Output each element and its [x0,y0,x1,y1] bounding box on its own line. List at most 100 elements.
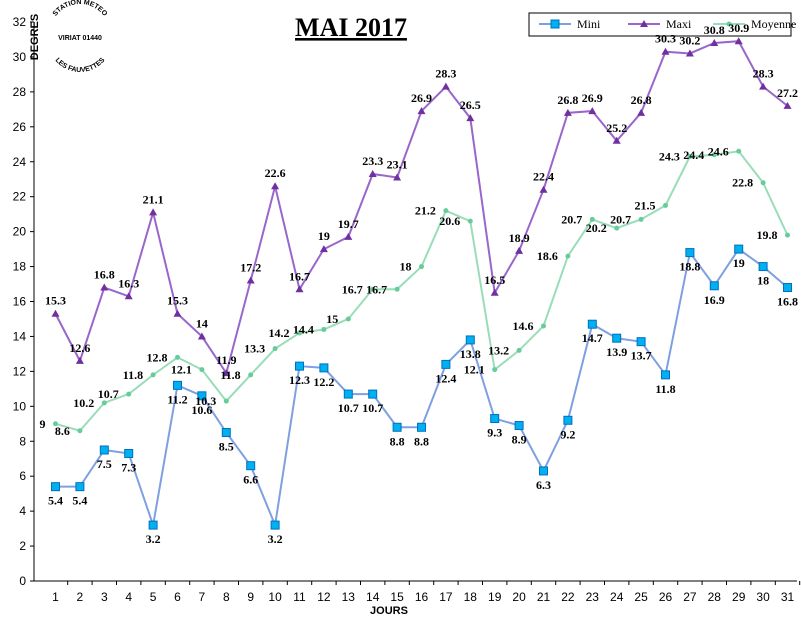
x-tick-label: 30 [756,590,770,604]
mini-point [75,482,85,492]
x-tick-label: 8 [223,590,230,604]
moyenne-data-label: 12.1 [464,363,485,377]
x-tick-label: 10 [268,590,282,604]
moyenne-data-label: 16.7 [342,282,363,296]
y-tick-label: 26 [13,120,27,134]
moyenne-point [614,225,620,231]
maxi-point [393,173,402,181]
moyenne-point [126,391,132,397]
moyenne-data-label: 9 [40,417,46,431]
y-tick-label: 14 [13,329,27,343]
x-tick-label: 21 [537,590,551,604]
mini-data-label: 14.7 [582,331,603,345]
moyenne-point [223,398,229,404]
x-tick-label: 24 [610,590,624,604]
logo-bottom-text: LES FAUVETTES [54,57,107,75]
moyenne-data-label: 10.7 [98,387,119,401]
mini-point [465,335,475,345]
maxi-data-label: 26.9 [582,91,603,105]
maxi-data-label: 23.1 [387,157,408,171]
moyenne-point [150,372,156,378]
maxi-point [783,101,792,109]
moyenne-point [736,148,742,154]
mini-data-label: 8.8 [414,434,429,448]
x-tick-label: 14 [366,590,380,604]
moyenne-data-label: 18.6 [537,249,558,263]
maxi-data-label: 16.5 [484,273,505,287]
logo-middle-text: VIRIAT 01440 [58,35,102,42]
mini-data-label: 13.7 [631,349,652,363]
moyenne-data-label: 8.6 [55,424,70,438]
maxi-data-label: 28.3 [435,67,456,81]
mini-point [343,389,353,399]
maxi-data-label: 30.8 [704,23,725,37]
mini-data-label: 8.5 [219,440,234,454]
maxi-point [466,114,475,122]
y-axis-title: DEGRES [29,14,41,60]
x-tick-label: 19 [488,590,502,604]
x-tick-label: 22 [561,590,575,604]
moyenne-data-label: 14.6 [513,319,534,333]
moyenne-point [492,367,498,373]
mini-data-label: 16.8 [777,295,798,309]
maxi-data-label: 26.5 [460,98,481,112]
mini-point [124,448,134,458]
moyenne-data-label: 10.2 [73,396,94,410]
maxi-point [759,82,768,90]
moyenne-line [55,150,789,432]
maxi-point [637,108,646,116]
moyenne-data-label: 18 [400,260,412,274]
mini-data-label: 6.3 [536,478,551,492]
maxi-data-label: 16.7 [289,269,310,283]
maxi-data-label: 19 [318,229,330,243]
maxi-point [246,276,255,284]
moyenne-data-label: 16.7 [366,282,387,296]
mini-data-label: 7.5 [97,457,112,471]
moyenne-point [419,264,424,270]
mini-data-label: 5.4 [72,494,87,508]
maxi-data-label: 26.8 [631,93,652,107]
mini-data-label: 13.9 [606,345,627,359]
moyenne-point [77,428,83,434]
moyenne-data-label: 11.8 [220,368,240,382]
mini-data-label: 3.2 [146,532,161,546]
station-logo: STATION METEO VIRIAT 01440 LES FAUVETTES [52,0,109,75]
maxi-point [295,285,304,293]
maxi-point [222,369,231,377]
mini-line [55,247,789,529]
mini-point [661,370,670,380]
mini-data-label: 9.2 [560,427,575,441]
x-tick-label: 7 [199,590,206,604]
moyenne-point [345,316,351,322]
maxi-data-label: 25.2 [606,121,627,135]
maxi-point [271,182,280,190]
moyenne-point [726,21,732,27]
mini-point [514,421,524,431]
maxi-data-label: 15.3 [45,294,66,308]
moyenne-data-label: 12.1 [171,363,192,377]
moyenne-point [101,400,107,406]
y-tick-label: 2 [19,539,26,553]
mini-point [173,380,182,390]
mini-data-label: 6.6 [243,473,258,487]
x-tick-label: 16 [415,590,429,604]
maxi-data-label: 28.3 [753,67,774,81]
mini-data-label: 11.2 [167,392,187,406]
maxi-point [441,82,450,90]
maxi-point [734,37,743,45]
mini-point [197,391,207,401]
mini-data-label: 9.3 [487,426,502,440]
x-tick-label: 6 [174,590,181,604]
maxi-point [588,107,597,115]
mini-point [563,415,573,425]
maxi-data-label: 19.7 [338,217,359,231]
maxi-point [539,185,548,193]
mini-point [392,422,402,432]
x-tick-label: 23 [586,590,600,604]
x-tick-label: 18 [464,590,478,604]
moyenne-data-label: 12.8 [147,350,168,364]
x-tick-label: 15 [390,590,404,604]
y-tick-label: 30 [13,50,27,64]
